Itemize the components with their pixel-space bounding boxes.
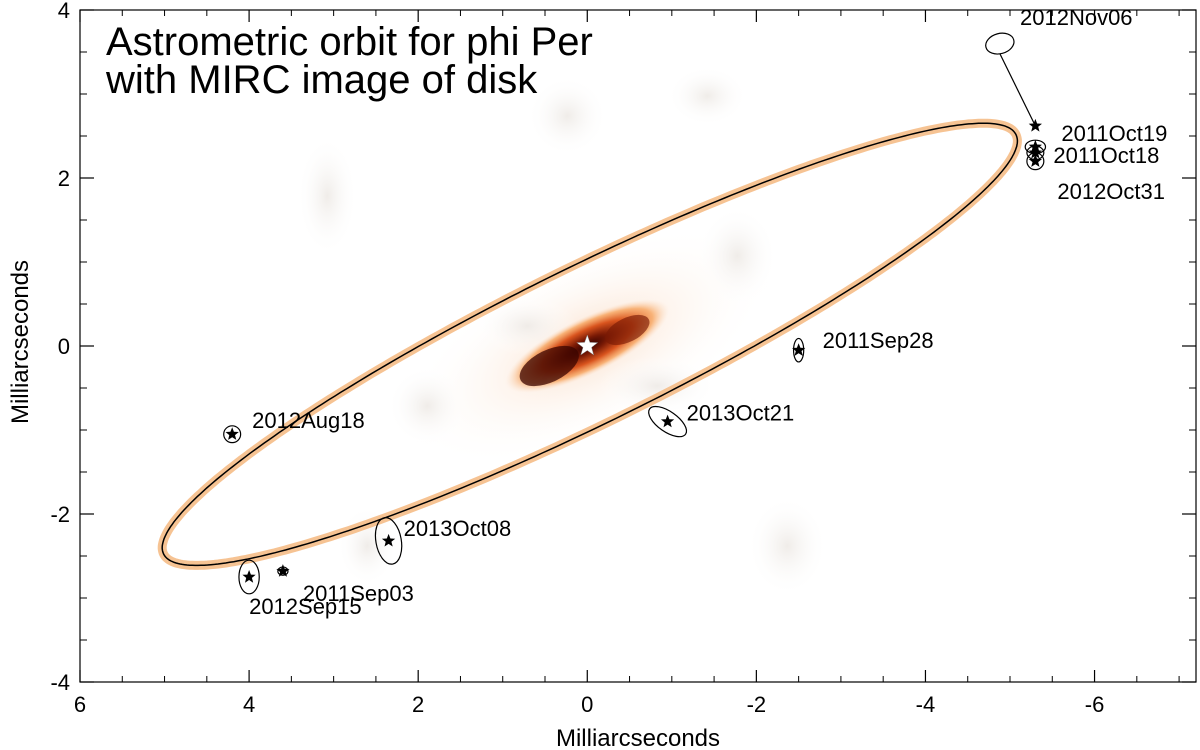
orbit-ellipse <box>157 118 1022 570</box>
y-tick-label: -4 <box>50 670 70 695</box>
chart-title: Astrometric orbit for phi Per <box>106 20 593 64</box>
epoch-label: 2012Nov06 <box>1020 5 1133 30</box>
offset-line <box>999 53 1036 127</box>
epoch-star-marker <box>1028 139 1042 153</box>
epoch-2013Oct08: 2013Oct08 <box>374 516 512 565</box>
x-tick-label: -6 <box>1085 692 1105 717</box>
epoch-star-marker <box>381 533 396 547</box>
epoch-label: 2012Oct31 <box>1057 179 1165 204</box>
epoch-star-marker <box>242 570 256 583</box>
central-star-marker <box>576 334 599 356</box>
epoch-2011Oct18: 2011Oct18 <box>1026 143 1159 168</box>
y-tick-label: -2 <box>50 502 70 527</box>
epoch-2012Oct31: 2012Oct31 <box>1026 152 1165 204</box>
epoch-label: 2012Sep15 <box>249 594 362 619</box>
disk-noise-blob <box>297 136 358 256</box>
x-tick-label: -2 <box>747 692 767 717</box>
mirc-disk-image <box>297 66 828 596</box>
epoch-2011Oct19: 2011Oct19 <box>1024 121 1167 155</box>
x-tick-label: 6 <box>74 692 86 717</box>
y-tick-label: 2 <box>58 166 70 191</box>
epoch-star-marker <box>276 564 290 577</box>
chart-subtitle: with MIRC image of disk <box>105 58 538 102</box>
x-tick-label: 0 <box>581 692 593 717</box>
epoch-label: 2013Oct21 <box>687 401 795 426</box>
epoch-2012Nov06: 2012Nov06 <box>985 5 1133 132</box>
x-tick-label: 4 <box>243 692 255 717</box>
epoch-label: 2011Oct18 <box>1053 143 1159 168</box>
error-ellipse <box>792 337 805 363</box>
disk-dark-lobe-1 <box>519 345 579 387</box>
epoch-star-marker <box>1028 118 1042 132</box>
disk-noise-blob <box>527 76 608 156</box>
axis-ticks: 6 4 2 0 -2 -4 -6 4 2 0 -2 -4 <box>50 0 1196 717</box>
epoch-2011Sep28: 2011Sep28 <box>792 328 934 363</box>
epoch-2012Sep15: 2012Sep15 <box>238 559 362 619</box>
epoch-label: 2011Sep03 <box>303 581 414 606</box>
epoch-star-marker <box>225 427 239 440</box>
disk-dark-lobe-2 <box>605 314 650 346</box>
y-tick-label: 4 <box>58 0 70 23</box>
epoch-star-marker <box>792 343 806 356</box>
error-ellipse <box>374 517 403 565</box>
epoch-star-marker <box>660 414 675 428</box>
disk-noise-blob <box>747 496 828 596</box>
orbit-best-fit-line <box>161 122 1019 567</box>
x-tick-label: 2 <box>412 692 424 717</box>
epoch-2013Oct21: 2013Oct21 <box>648 401 795 438</box>
disk-noise-blob <box>387 366 468 446</box>
error-ellipse <box>648 405 688 438</box>
epoch-label: 2011Sep28 <box>823 328 934 353</box>
epoch-star-marker <box>1028 154 1042 167</box>
y-axis-title: Milliarcseconds <box>7 260 34 424</box>
central-star <box>576 334 599 356</box>
epoch-2011Sep03: 2011Sep03 <box>276 564 414 606</box>
disk-noise-blob <box>667 66 748 126</box>
epoch-label: 2013Oct08 <box>404 516 512 541</box>
epoch-label: 2012Aug18 <box>252 408 365 433</box>
disk-noise-blob <box>597 356 718 416</box>
error-ellipse <box>223 425 242 444</box>
epoch-2012Aug18: 2012Aug18 <box>223 408 365 444</box>
y-tick-label: 0 <box>58 334 70 359</box>
disk-noise-blob <box>697 206 778 306</box>
x-tick-label: -4 <box>916 692 936 717</box>
epoch-star-marker <box>1028 145 1042 159</box>
error-ellipse <box>985 32 1015 55</box>
epoch-label: 2011Oct19 <box>1061 121 1167 146</box>
error-ellipse <box>238 559 260 595</box>
x-axis-title: Milliarcseconds <box>556 725 720 750</box>
error-ellipse <box>1026 152 1045 171</box>
